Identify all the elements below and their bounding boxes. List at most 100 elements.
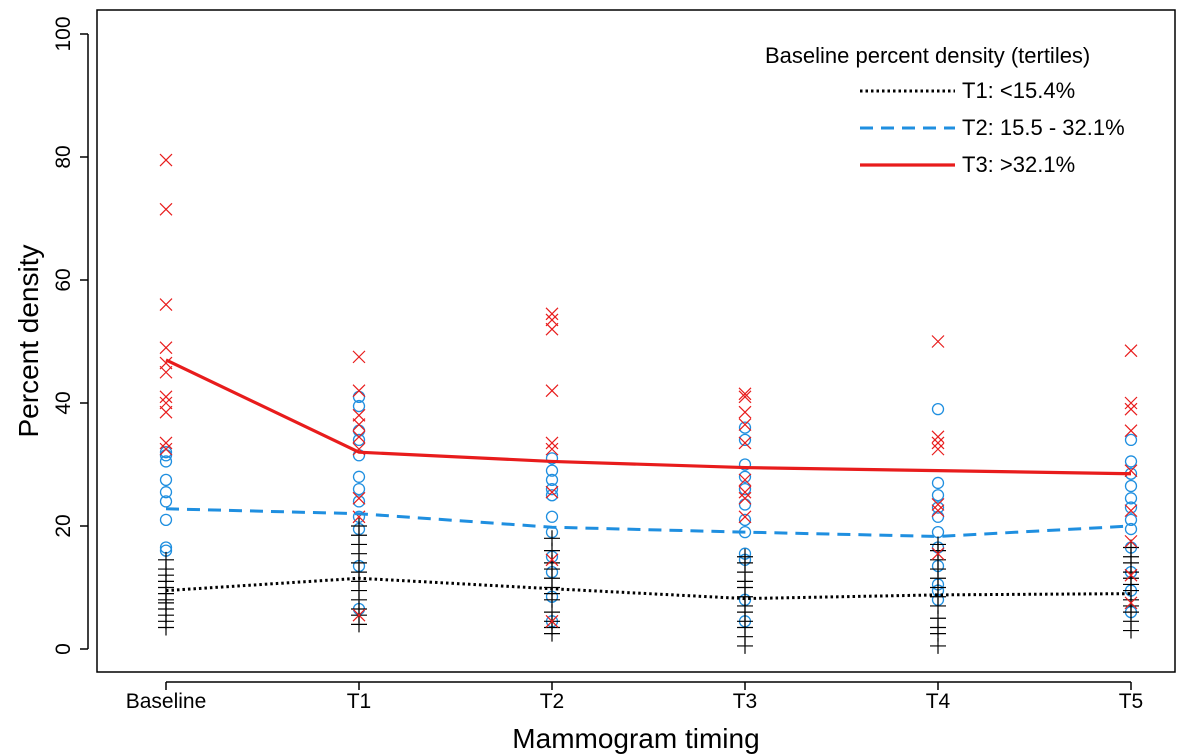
- mean-lines: [165, 358, 1132, 601]
- point-circle: [352, 399, 366, 413]
- point-circle: [738, 498, 752, 511]
- point-x: [738, 473, 752, 487]
- point-x: [159, 405, 173, 419]
- x-tick-label: T5: [1119, 690, 1144, 713]
- point-x: [931, 335, 945, 348]
- point-circle: [352, 433, 366, 447]
- point-x: [545, 436, 559, 450]
- point-x: [159, 341, 173, 355]
- point-circle: [1124, 455, 1138, 468]
- scatter-points: [158, 153, 1139, 654]
- point-x: [738, 491, 752, 505]
- series-line: [165, 576, 1132, 601]
- point-plus: [158, 551, 174, 568]
- point-circle: [1124, 522, 1138, 536]
- point-x: [352, 408, 366, 422]
- point-circle: [1124, 501, 1138, 514]
- point-x: [738, 405, 752, 419]
- point-x: [738, 436, 752, 450]
- point-x: [545, 442, 559, 456]
- point-x: [1124, 534, 1138, 548]
- point-circle: [738, 470, 752, 483]
- point-x: [159, 390, 173, 404]
- point-plus: [544, 530, 560, 547]
- y-tick-label: 100: [52, 16, 75, 51]
- point-x: [545, 307, 559, 321]
- point-x: [352, 608, 366, 622]
- y-tick-label: 40: [52, 391, 75, 414]
- x-tick-label: T4: [926, 690, 951, 713]
- point-x: [1124, 424, 1138, 438]
- x-axis: Baseline T1 T2 T3 T4 T5: [126, 681, 1144, 713]
- x-tick-label: T1: [347, 690, 372, 713]
- point-circle: [738, 513, 752, 526]
- point-plus: [930, 536, 946, 553]
- point-circle: [352, 495, 366, 508]
- point-circle: [545, 510, 559, 523]
- y-tick-label: 80: [52, 145, 75, 168]
- point-x: [931, 504, 945, 518]
- point-circle: [1124, 492, 1138, 505]
- point-circle: [931, 476, 945, 490]
- point-x: [738, 510, 752, 524]
- legend: Baseline percent density (tertiles) T1: …: [765, 43, 1125, 177]
- point-circle: [738, 433, 752, 447]
- point-x: [159, 396, 173, 410]
- point-x: [545, 322, 559, 336]
- y-tick-label: 60: [52, 268, 75, 291]
- legend-entry-label: T3: >32.1%: [962, 152, 1075, 177]
- plot-frame: [96, 9, 1176, 673]
- point-circle: [159, 473, 173, 487]
- point-circle: [159, 513, 173, 526]
- point-plus: [737, 548, 753, 565]
- point-circle: [931, 402, 945, 416]
- point-circle: [159, 486, 173, 499]
- point-circle: [545, 482, 559, 496]
- point-x: [159, 153, 173, 167]
- point-circle: [738, 482, 752, 496]
- point-x: [159, 436, 173, 450]
- point-x: [352, 430, 366, 444]
- point-circle: [545, 452, 559, 465]
- y-axis: 0 20 40 60 80 100: [52, 16, 89, 655]
- point-circle: [159, 455, 173, 468]
- point-circle: [738, 421, 752, 434]
- point-circle: [738, 458, 752, 471]
- point-x: [738, 387, 752, 401]
- point-x: [931, 442, 945, 456]
- point-x: [738, 390, 752, 404]
- point-x: [1124, 596, 1138, 610]
- point-x: [159, 365, 173, 379]
- point-x: [159, 298, 173, 312]
- series-line: [165, 358, 1132, 476]
- x-tick-label: T3: [733, 690, 758, 713]
- point-circle: [159, 495, 173, 508]
- point-x: [931, 436, 945, 450]
- point-x: [931, 430, 945, 444]
- point-x: [1124, 504, 1138, 518]
- y-axis-label: Percent density: [13, 245, 44, 438]
- point-circle: [545, 489, 559, 502]
- point-x: [1124, 344, 1138, 358]
- point-x: [931, 498, 945, 511]
- point-circle: [931, 501, 945, 514]
- point-x: [352, 384, 366, 398]
- point-circle: [545, 464, 559, 477]
- point-circle: [1124, 513, 1138, 526]
- legend-entry-label: T1: <15.4%: [962, 78, 1075, 103]
- y-tick-label: 0: [52, 643, 75, 655]
- point-x: [352, 491, 366, 505]
- point-x: [931, 547, 945, 561]
- point-x: [159, 202, 173, 216]
- point-x: [1124, 396, 1138, 410]
- point-plus: [351, 518, 367, 534]
- point-circle: [352, 470, 366, 483]
- point-circle: [931, 489, 945, 502]
- point-x: [1124, 568, 1138, 582]
- point-x: [545, 614, 559, 628]
- x-tick-label: T2: [540, 690, 565, 713]
- point-x: [545, 485, 559, 499]
- legend-title: Baseline percent density (tertiles): [765, 43, 1090, 68]
- point-x: [738, 485, 752, 499]
